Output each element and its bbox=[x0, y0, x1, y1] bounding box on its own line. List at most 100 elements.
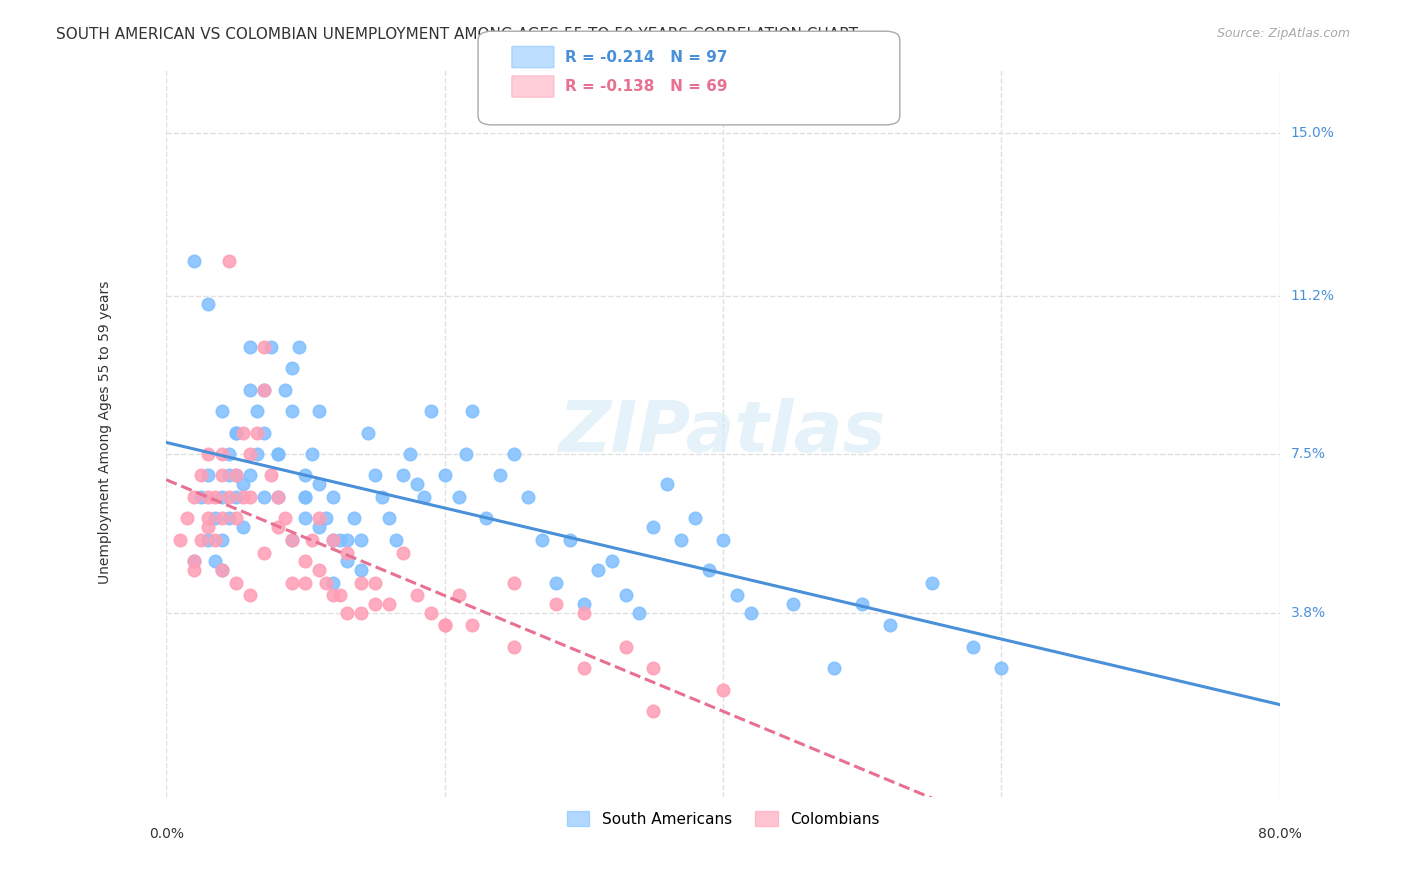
Point bbox=[628, 606, 651, 620]
Point bbox=[322, 589, 344, 603]
Point bbox=[253, 383, 276, 397]
Point bbox=[197, 533, 219, 547]
Point bbox=[183, 563, 205, 577]
Point bbox=[572, 597, 595, 611]
Point bbox=[225, 425, 247, 440]
Point bbox=[405, 589, 427, 603]
Point bbox=[392, 545, 415, 559]
Point bbox=[232, 425, 254, 440]
Text: R = -0.214   N = 97: R = -0.214 N = 97 bbox=[565, 50, 728, 64]
Point bbox=[280, 533, 302, 547]
Point bbox=[239, 383, 262, 397]
Point bbox=[211, 490, 233, 504]
Point bbox=[697, 563, 720, 577]
Point bbox=[308, 563, 330, 577]
Point bbox=[239, 490, 262, 504]
Point bbox=[454, 447, 477, 461]
Point bbox=[503, 575, 526, 590]
Point bbox=[204, 490, 226, 504]
Point bbox=[266, 490, 288, 504]
Point bbox=[190, 533, 212, 547]
Point bbox=[253, 340, 276, 354]
Point bbox=[197, 297, 219, 311]
Point bbox=[322, 533, 344, 547]
Point bbox=[287, 340, 309, 354]
Point bbox=[433, 468, 456, 483]
Point bbox=[350, 563, 373, 577]
Point bbox=[503, 447, 526, 461]
Point bbox=[921, 575, 943, 590]
Point bbox=[308, 511, 330, 525]
Point bbox=[225, 468, 247, 483]
Point bbox=[197, 490, 219, 504]
Legend: South Americans, Colombians: South Americans, Colombians bbox=[561, 805, 886, 833]
Point bbox=[253, 545, 276, 559]
Point bbox=[371, 490, 394, 504]
Text: 0.0%: 0.0% bbox=[149, 827, 184, 841]
Point bbox=[711, 682, 734, 697]
Point bbox=[190, 468, 212, 483]
Point bbox=[225, 575, 247, 590]
Point bbox=[301, 447, 323, 461]
Point bbox=[204, 533, 226, 547]
Point bbox=[176, 511, 198, 525]
Point bbox=[280, 361, 302, 376]
Point bbox=[503, 640, 526, 654]
Point bbox=[517, 490, 540, 504]
Point bbox=[183, 554, 205, 568]
Point bbox=[211, 563, 233, 577]
Point bbox=[350, 606, 373, 620]
Point bbox=[357, 425, 380, 440]
Point bbox=[218, 490, 240, 504]
Point bbox=[246, 404, 269, 418]
Point bbox=[572, 606, 595, 620]
Text: SOUTH AMERICAN VS COLOMBIAN UNEMPLOYMENT AMONG AGES 55 TO 59 YEARS CORRELATION C: SOUTH AMERICAN VS COLOMBIAN UNEMPLOYMENT… bbox=[56, 27, 859, 42]
Point bbox=[225, 425, 247, 440]
Point bbox=[294, 575, 316, 590]
Point bbox=[329, 589, 352, 603]
Point bbox=[239, 340, 262, 354]
Point bbox=[657, 477, 679, 491]
Point bbox=[740, 606, 762, 620]
Point bbox=[266, 520, 288, 534]
Point bbox=[294, 490, 316, 504]
Point bbox=[683, 511, 706, 525]
Point bbox=[489, 468, 512, 483]
Point bbox=[253, 490, 276, 504]
Point bbox=[183, 254, 205, 268]
Point bbox=[329, 533, 352, 547]
Point bbox=[364, 597, 387, 611]
Text: 15.0%: 15.0% bbox=[1291, 126, 1334, 140]
Point bbox=[586, 563, 609, 577]
Point bbox=[475, 511, 498, 525]
Point bbox=[725, 589, 748, 603]
Point bbox=[211, 447, 233, 461]
Point bbox=[433, 618, 456, 632]
Text: 7.5%: 7.5% bbox=[1291, 447, 1326, 461]
Point bbox=[253, 425, 276, 440]
Point bbox=[343, 511, 366, 525]
Point bbox=[204, 554, 226, 568]
Point bbox=[246, 425, 269, 440]
Point bbox=[294, 511, 316, 525]
Point bbox=[225, 468, 247, 483]
Point bbox=[197, 511, 219, 525]
Point bbox=[280, 533, 302, 547]
Point bbox=[336, 533, 359, 547]
Point bbox=[260, 340, 283, 354]
Point bbox=[211, 404, 233, 418]
Point bbox=[211, 533, 233, 547]
Point bbox=[433, 618, 456, 632]
Point bbox=[851, 597, 873, 611]
Point bbox=[190, 490, 212, 504]
Point bbox=[266, 447, 288, 461]
Point bbox=[183, 490, 205, 504]
Point bbox=[308, 477, 330, 491]
Point bbox=[336, 545, 359, 559]
Point bbox=[419, 404, 441, 418]
Point bbox=[447, 589, 470, 603]
Point bbox=[392, 468, 415, 483]
Text: Source: ZipAtlas.com: Source: ZipAtlas.com bbox=[1216, 27, 1350, 40]
Point bbox=[879, 618, 901, 632]
Point bbox=[643, 704, 665, 718]
